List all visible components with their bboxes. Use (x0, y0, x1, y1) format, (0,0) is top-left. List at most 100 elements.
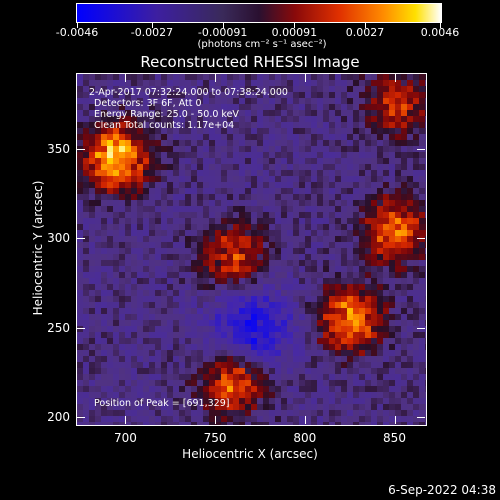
heatmap-cell (305, 110, 312, 117)
heatmap-cell (89, 134, 96, 141)
heatmap-cell (227, 290, 234, 297)
heatmap-cell (173, 266, 180, 273)
heatmap-cell (383, 74, 390, 81)
heatmap-cell (239, 422, 246, 425)
heatmap-cell (347, 182, 354, 189)
heatmap-cell (359, 86, 366, 93)
heatmap-cell (251, 326, 258, 333)
heatmap-cell (365, 254, 372, 261)
heatmap-cell (359, 398, 366, 405)
heatmap-cell (359, 158, 366, 165)
heatmap-cell (407, 206, 414, 213)
heatmap-cell (137, 356, 144, 363)
heatmap-cell (191, 140, 198, 147)
heatmap-cell (119, 212, 126, 219)
heatmap-cell (365, 344, 372, 351)
heatmap-cell (89, 344, 96, 351)
heatmap-cell (251, 116, 258, 123)
heatmap-cell (227, 140, 234, 147)
heatmap-cell (167, 152, 174, 159)
heatmap-cell (215, 254, 222, 261)
heatmap-cell (383, 116, 390, 123)
heatmap-cell (251, 380, 258, 387)
heatmap-cell (101, 158, 108, 165)
heatmap-cell (137, 110, 144, 117)
heatmap-cell (425, 284, 426, 291)
heatmap-cell (413, 392, 420, 399)
heatmap-cell (113, 176, 120, 183)
heatmap-cell (155, 308, 162, 315)
heatmap-cell (113, 170, 120, 177)
heatmap-cell (179, 92, 186, 99)
heatmap-cell (233, 236, 240, 243)
heatmap-cell (77, 386, 84, 393)
heatmap-cell (77, 158, 84, 165)
heatmap-cell (377, 278, 384, 285)
heatmap-cell (101, 254, 108, 261)
heatmap-cell (377, 374, 384, 381)
heatmap-cell (323, 260, 330, 267)
heatmap-cell (101, 302, 108, 309)
heatmap-cell (293, 320, 300, 327)
heatmap-cell (359, 224, 366, 231)
heatmap-cell (287, 284, 294, 291)
heatmap-cell (101, 356, 108, 363)
heatmap-cell (347, 278, 354, 285)
heatmap-cell (113, 218, 120, 225)
heatmap-cell (107, 266, 114, 273)
heatmap-cell (341, 254, 348, 261)
heatmap-cell (419, 254, 426, 261)
heatmap-cell (227, 164, 234, 171)
heatmap-cell (149, 332, 156, 339)
heatmap-cell (293, 362, 300, 369)
heatmap-cell (419, 386, 426, 393)
heatmap-cell (395, 302, 402, 309)
heatmap-cell (311, 242, 318, 249)
heatmap-cell (239, 254, 246, 261)
heatmap-cell (275, 338, 282, 345)
heatmap-cell (185, 356, 192, 363)
heatmap-cell (101, 296, 108, 303)
heatmap-cell (299, 290, 306, 297)
heatmap-cell (329, 158, 336, 165)
heatmap-cell (173, 170, 180, 177)
heatmap-cell (119, 122, 126, 129)
heatmap-cell (323, 314, 330, 321)
heatmap-cell (329, 74, 336, 81)
heatmap-cell (233, 122, 240, 129)
heatmap-cell (395, 254, 402, 261)
heatmap-cell (155, 350, 162, 357)
heatmap-cell (173, 212, 180, 219)
heatmap-cell (329, 80, 336, 87)
heatmap-cell (125, 302, 132, 309)
heatmap-cell (173, 260, 180, 267)
heatmap-cell (425, 74, 426, 81)
heatmap-cell (311, 404, 318, 411)
heatmap-cell (155, 152, 162, 159)
heatmap-cell (233, 200, 240, 207)
heatmap-cell (323, 332, 330, 339)
colorbar-tick-label: -0.00091 (197, 26, 248, 39)
heatmap-cell (299, 356, 306, 363)
heatmap-cell (263, 224, 270, 231)
heatmap-cell (137, 224, 144, 231)
heatmap-cell (197, 212, 204, 219)
heatmap-cell (251, 254, 258, 261)
heatmap-cell (269, 380, 276, 387)
colorbar-tick-label: -0.0046 (55, 26, 99, 39)
heatmap-cell (149, 326, 156, 333)
heatmap-cell (335, 140, 342, 147)
heatmap-cell (113, 92, 120, 99)
heatmap-cell (425, 386, 426, 393)
heatmap-cell (299, 410, 306, 417)
heatmap-cell (317, 362, 324, 369)
heatmap-cell (335, 188, 342, 195)
heatmap-cell (251, 290, 258, 297)
heatmap-cell (359, 314, 366, 321)
heatmap-cell (113, 326, 120, 333)
heatmap-cell (377, 380, 384, 387)
heatmap-cell (419, 374, 426, 381)
heatmap-cell (263, 416, 270, 423)
heatmap-cell (389, 188, 396, 195)
heatmap-cell (239, 128, 246, 135)
